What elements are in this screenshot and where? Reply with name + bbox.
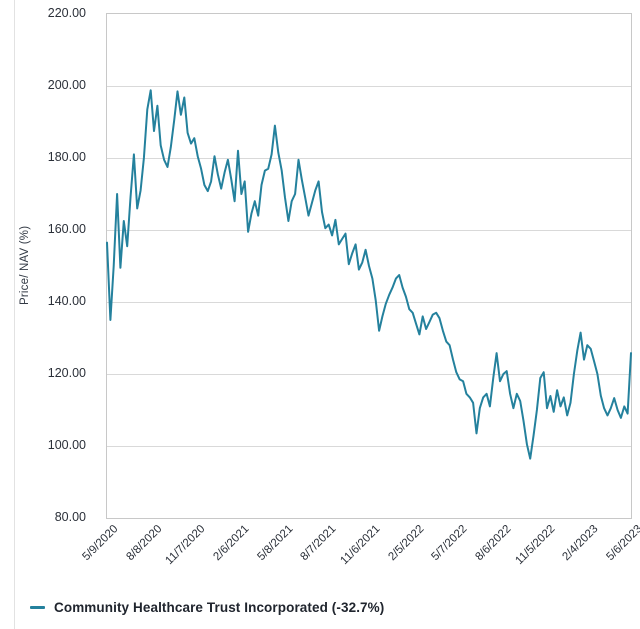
gridline-y-120 (107, 374, 631, 375)
x-tick-label: 5/9/2020 (80, 523, 121, 564)
x-tick-label: 11/7/2020 (163, 523, 208, 568)
legend-series-label: Community Healthcare Trust Incorporated … (54, 600, 385, 615)
y-tick-label: 180.00 (47, 150, 86, 164)
x-tick-label: 8/7/2021 (298, 523, 339, 564)
y-tick-label: 220.00 (47, 6, 86, 20)
price-nav-line (106, 89, 632, 460)
y-tick-label: 160.00 (47, 222, 86, 236)
x-tick-label: 2/5/2022 (386, 523, 427, 564)
gridline-y-100 (107, 446, 631, 447)
y-tick-label: 140.00 (47, 294, 86, 308)
x-tick-label: 5/7/2022 (429, 523, 470, 564)
x-tick-label: 5/8/2021 (255, 523, 296, 564)
x-tick-label: 2/4/2023 (560, 523, 601, 564)
legend-line-marker-icon (30, 606, 45, 609)
x-tick-label: 2/6/2021 (211, 523, 252, 564)
y-tick-label: 100.00 (47, 438, 86, 452)
page-left-divider (14, 0, 15, 629)
y-tick-label: 120.00 (47, 366, 86, 380)
y-tick-label: 200.00 (47, 78, 86, 92)
x-tick-label: 11/6/2021 (338, 523, 383, 568)
y-tick-label: 80.00 (54, 510, 86, 524)
x-tick-label: 8/6/2022 (473, 523, 514, 564)
price-line-svg (106, 89, 632, 460)
chart-plot-area[interactable] (106, 13, 632, 519)
x-tick-label: 5/6/2023 (604, 523, 640, 564)
gridline-y-140 (107, 302, 631, 303)
x-tick-label: 11/5/2022 (513, 523, 558, 568)
gridline-y-180 (107, 158, 631, 159)
legend[interactable]: Community Healthcare Trust Incorporated … (30, 600, 384, 615)
x-tick-label: 8/8/2020 (124, 523, 165, 564)
gridline-y-200 (107, 86, 631, 87)
gridline-y-160 (107, 230, 631, 231)
